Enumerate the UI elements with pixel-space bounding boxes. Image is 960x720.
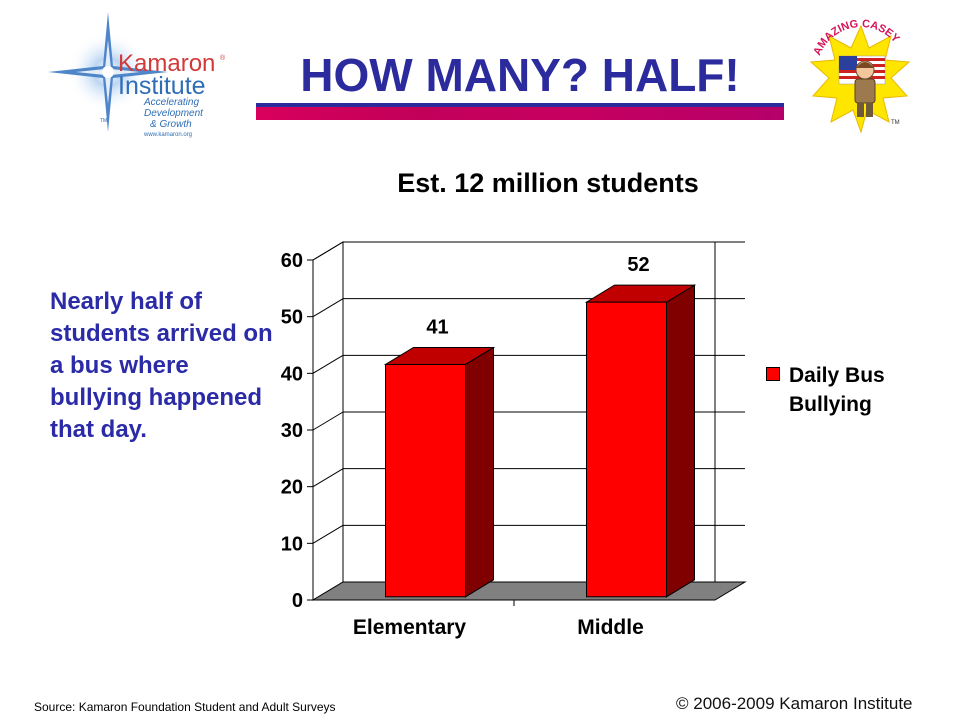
source-note: Source: Kamaron Foundation Student and A… <box>34 700 336 714</box>
gridline-side-30 <box>312 411 344 431</box>
svg-text:Accelerating: Accelerating <box>143 97 199 108</box>
kamaron-logo: Kamaron ® Institute Accelerating Develop… <box>40 10 230 140</box>
svg-text:TM: TM <box>100 118 107 124</box>
bar-elementary <box>385 363 466 598</box>
y-tick-label: 50 <box>281 307 303 329</box>
bar-chart: 0 10 20 30 40 50 60 41 Elementary 52 Middle <box>281 241 747 639</box>
chart-title: Est. 12 million students <box>397 168 699 198</box>
gridline-side-40 <box>312 354 344 374</box>
chart-labels: 0 10 20 30 40 50 60 41 Elementary 52 Middle <box>281 250 650 639</box>
y-tick-label: 0 <box>292 590 303 612</box>
svg-text:Institute: Institute <box>118 72 206 100</box>
data-label: 52 <box>627 254 649 276</box>
svg-text:TM: TM <box>891 120 900 126</box>
svg-text:& Growth: & Growth <box>150 119 192 130</box>
chart-bars <box>383 284 697 598</box>
y-tick-label: 60 <box>281 250 303 272</box>
gridline-side-60 <box>312 241 344 261</box>
legend-swatch-daily-bus-bullying <box>766 367 780 381</box>
casey-starburst-icon: AMAZING CASEY TM <box>809 18 911 134</box>
y-tick-label: 10 <box>281 533 303 555</box>
page-title: HOW MANY? HALF! <box>300 49 740 101</box>
svg-text:Kamaron: Kamaron <box>118 50 215 77</box>
summary-text: Nearly half of students arrived on a bus… <box>50 288 273 443</box>
legend-label-daily-bus-bullying: Daily Bus Bullying <box>789 364 885 416</box>
y-tick-label: 20 <box>281 477 303 499</box>
svg-text:®: ® <box>220 54 226 62</box>
svg-text:Development: Development <box>144 108 204 119</box>
amazing-casey-badge: AMAZING CASEY TM <box>805 18 917 138</box>
x-tick-label: Elementary <box>353 616 467 639</box>
title-underline <box>256 103 784 120</box>
svg-text:www.kamaron.org: www.kamaron.org <box>143 132 192 138</box>
gridline-side-10 <box>312 524 344 544</box>
chart-axes <box>307 259 715 606</box>
copyright-note: © 2006-2009 Kamaron Institute <box>676 694 913 713</box>
kamaron-star-icon: Kamaron ® Institute Accelerating Develop… <box>48 12 226 138</box>
y-tick-label: 40 <box>281 363 303 385</box>
bar-middle <box>586 301 667 598</box>
gridline-side-50 <box>312 298 344 318</box>
y-tick-label: 30 <box>281 420 303 442</box>
x-tick-label: Middle <box>577 616 644 639</box>
bar-side-elementary <box>465 346 494 598</box>
data-label: 41 <box>426 316 448 338</box>
bar-side-middle <box>666 284 695 598</box>
gridline-side-20 <box>312 468 344 488</box>
